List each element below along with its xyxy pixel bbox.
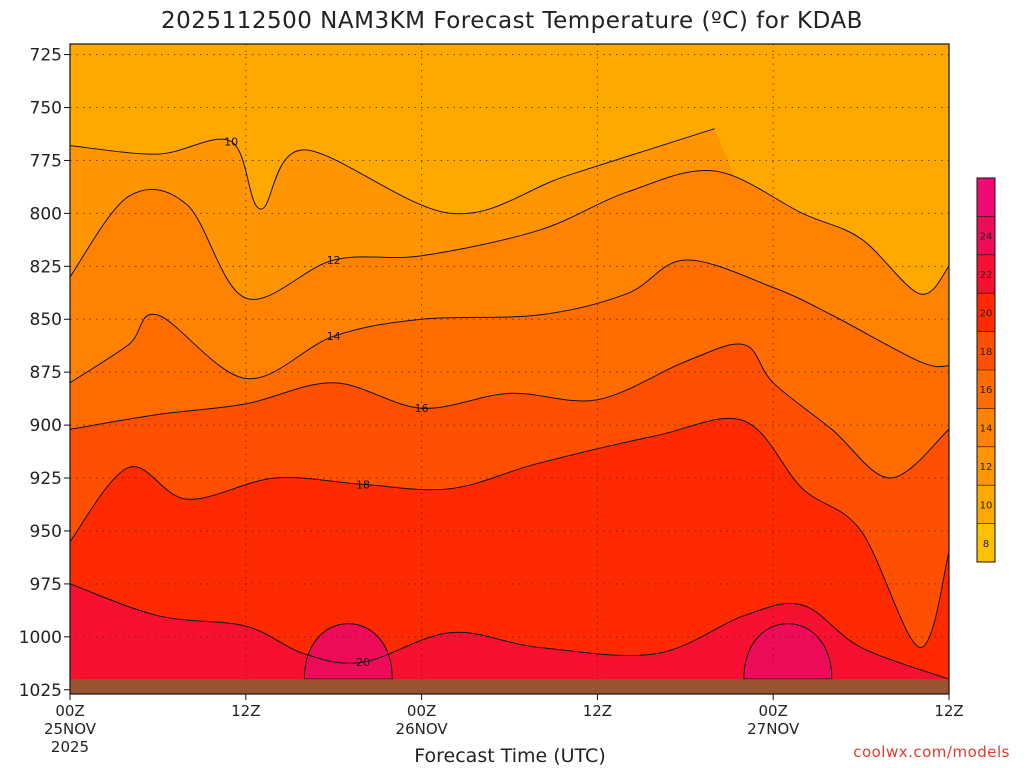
y-tick-label: 775 [30, 151, 62, 171]
band-above-20 [70, 583, 949, 694]
x-tick-time: 12Z [583, 702, 612, 720]
colorbar-label: 18 [980, 347, 993, 358]
contour-label-12: 12 [327, 254, 341, 267]
colorbar-label: 12 [980, 462, 993, 473]
y-tick-label: 800 [30, 204, 62, 224]
y-tick-label: 925 [30, 469, 62, 489]
x-tick-year: 2025 [51, 738, 89, 756]
contour-label-16: 16 [415, 402, 429, 415]
colorbar-label: 8 [983, 539, 989, 550]
x-tick-time: 12Z [231, 702, 260, 720]
colorbar: 8 10 12 14 16 18 20 22 24 [976, 177, 996, 563]
colorbar-swatch [977, 254, 995, 294]
colorbar-label: 24 [980, 232, 993, 243]
y-tick-label: 1025 [19, 681, 62, 701]
y-tick-label: 750 [30, 99, 62, 119]
colorbar-label: 10 [980, 500, 993, 511]
colorbar-swatch [977, 523, 995, 562]
colorbar-swatch [977, 178, 995, 217]
contour-line-10 [70, 128, 715, 215]
colorbar-swatch [977, 370, 995, 409]
colorbar-label: 14 [980, 424, 993, 435]
terrain-surface [70, 679, 949, 694]
x-tick-time: 00Z [55, 702, 84, 720]
x-tick-time: 00Z [407, 702, 436, 720]
y-tick-label: 900 [30, 416, 62, 436]
warm-core-1 [303, 623, 393, 680]
contour-label-10: 10 [224, 135, 238, 148]
colorbar-label: 16 [980, 385, 993, 396]
y-tick-label: 825 [30, 257, 62, 277]
y-tick-label: 975 [30, 575, 62, 595]
colorbar-swatch [977, 293, 995, 332]
credit-link[interactable]: coolwx.com/models [853, 743, 1010, 761]
y-tick-label: 950 [30, 522, 62, 542]
contour-label-18: 18 [356, 478, 370, 491]
y-axis: 725 750 775 800 825 850 875 900 925 950 975 1000 102… [19, 46, 70, 701]
y-tick-label: 725 [30, 46, 62, 66]
contour-line-18 [70, 417, 949, 648]
terrain-band [70, 679, 949, 694]
colorbar-swatch [977, 331, 995, 370]
colorbar-swatch [977, 485, 995, 524]
x-tick-time: 00Z [759, 702, 788, 720]
colorbar-swatch [977, 446, 995, 486]
x-axis-label: Forecast Time (UTC) [414, 745, 605, 767]
colorbar-label: 22 [980, 270, 993, 281]
y-tick-label: 1000 [19, 628, 62, 648]
y-tick-label: 850 [30, 310, 62, 330]
contour-label-20: 20 [356, 656, 370, 669]
contour-lines: 10 12 14 16 18 20 [70, 128, 949, 680]
contour-line-12 [70, 169, 949, 300]
temperature-field [70, 44, 949, 694]
colorbar-label: 20 [980, 308, 993, 319]
colorbar-swatch [977, 408, 995, 447]
contour-line-16 [70, 343, 949, 479]
y-tick-label: 875 [30, 363, 62, 383]
plot-frame [69, 43, 950, 695]
x-tick-time: 12Z [934, 702, 963, 720]
colorbar-swatch [977, 216, 995, 255]
grid-lines [70, 44, 949, 694]
contour-label-14: 14 [327, 330, 341, 343]
x-tick-date: 27NOV [747, 720, 800, 738]
x-tick-date: 26NOV [396, 720, 449, 738]
warm-core-2 [743, 623, 833, 680]
contour-line-14 [70, 259, 949, 384]
contour-line-20 [70, 583, 949, 680]
x-tick-date: 25NOV [44, 720, 97, 738]
plot-border [69, 43, 950, 695]
chart-title: 2025112500 NAM3KM Forecast Temperature (… [161, 8, 863, 34]
